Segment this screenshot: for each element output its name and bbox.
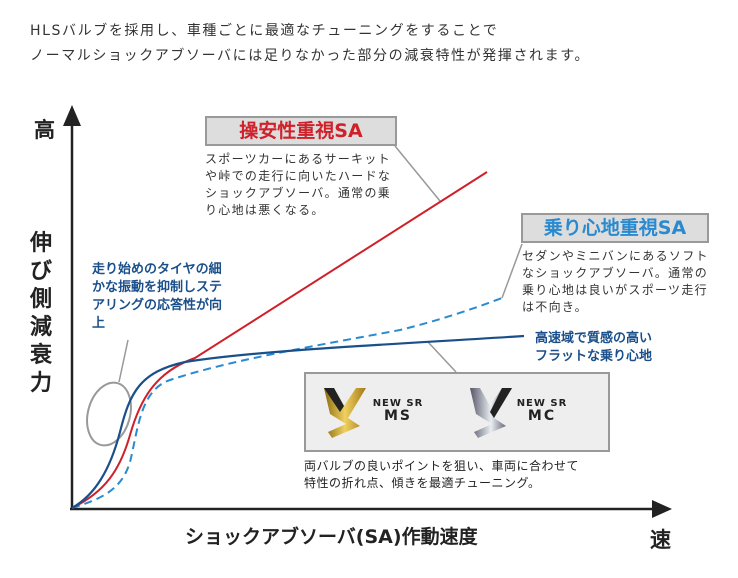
y-axis-high-label: 高 <box>34 118 55 142</box>
high-speed-note-1: 高速域で質感の高い <box>535 331 653 346</box>
sport-sa-desc: スポーツカーにあるサーキットや峠での走行に向いたハードなショックアブソーバ。通常… <box>205 152 392 217</box>
mc-logo-text: NEW SR MC <box>512 398 572 424</box>
new-sr-curve <box>71 334 525 509</box>
note-leader <box>118 339 129 383</box>
mc-logo-icon <box>470 388 512 438</box>
intro-line-2: ノーマルショックアブソーバには足りなかった部分の減衰特性が発揮されます。 <box>30 48 591 64</box>
ms-logo-text: NEW SR MS <box>368 398 428 424</box>
ms-top: NEW SR <box>372 398 424 409</box>
x-axis-arrow <box>652 500 672 518</box>
intro-line-1: HLSバルブを採用し、車種ごとに最適なチューニングをすることで <box>30 23 499 39</box>
valve-desc-1: 両バルブの良いポイントを狙い、車両に合わせて <box>304 459 580 473</box>
valve-box: NEW SR MS NEW SR MC <box>304 372 610 452</box>
sport-leader <box>394 145 441 202</box>
comfort-sa-desc: セダンやミニバンにあるソフトなショックアブソーバ。通常の乗り心地は良いがスポーツ… <box>522 249 709 314</box>
ms-logo-icon <box>324 388 366 438</box>
x-axis-label: ショックアブソーバ(SA)作動速度 <box>185 526 478 548</box>
comfort-sa-curve <box>71 297 503 509</box>
mc-bottom: MC <box>527 408 557 424</box>
sport-sa-title: 操安性重視SA <box>205 116 397 146</box>
low-speed-note: 走り始めのタイヤの細かな振動を抑制しステアリングの応答性が向上 <box>92 262 223 331</box>
low-speed-ellipse <box>86 381 132 447</box>
valve-leader <box>427 341 457 373</box>
mc-top: NEW SR <box>516 398 568 409</box>
high-speed-note-2: フラットな乗り心地 <box>535 349 653 364</box>
sport-sa-curve <box>71 171 488 509</box>
comfort-sa-title: 乗り心地重視SA <box>521 213 709 243</box>
y-axis-arrow <box>63 105 81 126</box>
valve-desc-2: 特性の折れ点、傾きを最適チューニング。 <box>304 476 541 490</box>
y-axis-label: 伸び側減衰力 <box>29 231 52 396</box>
comfort-leader <box>501 243 523 299</box>
ms-bottom: MS <box>383 408 412 424</box>
x-axis-high-label: 速 <box>650 528 671 552</box>
